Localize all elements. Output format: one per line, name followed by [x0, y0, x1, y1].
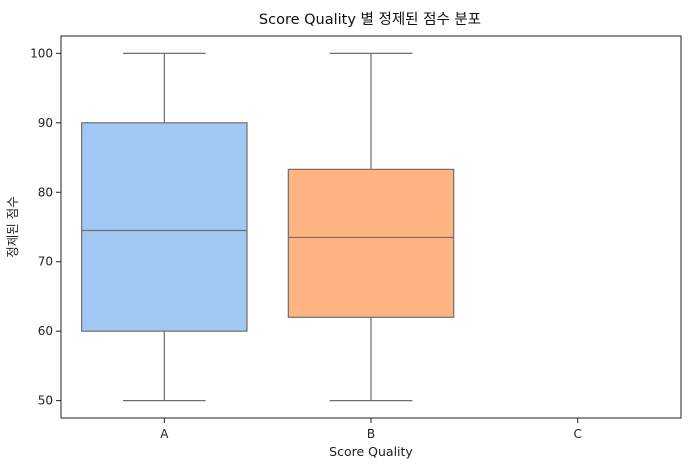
y-tick-label: 90: [38, 116, 53, 130]
y-tick-label: 100: [30, 46, 53, 60]
y-tick-label: 60: [38, 324, 53, 338]
y-tick-label: 70: [38, 255, 53, 269]
y-axis-label: 정제된 점수: [5, 196, 20, 257]
x-axis: A B C: [160, 418, 582, 441]
y-tick-label: 50: [38, 394, 53, 408]
x-tick-label: A: [160, 427, 169, 441]
x-tick-label: B: [367, 427, 375, 441]
y-axis: 50 60 70 80 90 100: [30, 46, 61, 408]
y-tick-label: 80: [38, 185, 53, 199]
x-axis-label: Score Quality: [329, 444, 413, 459]
box-a: [81, 122, 248, 332]
x-tick-label: C: [573, 427, 581, 441]
plot-area: [81, 52, 455, 402]
chart-title: Score Quality 별 정제된 점수 분포: [259, 11, 481, 28]
box-b: [287, 168, 455, 318]
